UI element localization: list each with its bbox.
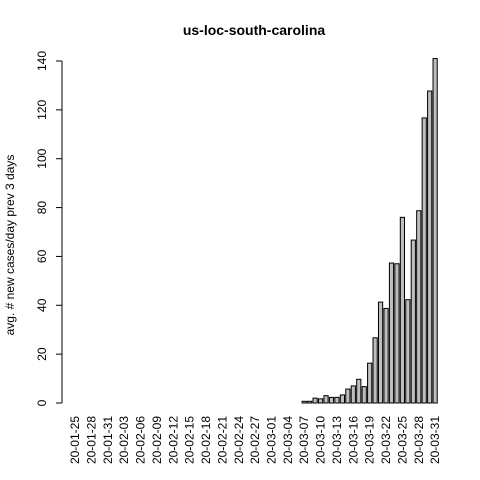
x-tick-label: 20-02-18 xyxy=(199,416,213,464)
bar-20-03-07 xyxy=(301,400,307,404)
bar-20-03-09 xyxy=(312,397,318,404)
bars xyxy=(301,58,438,404)
bar-20-03-31 xyxy=(432,58,438,404)
bar-20-03-10 xyxy=(317,398,324,404)
bar-20-03-22 xyxy=(383,307,389,404)
y-tick-label: 60 xyxy=(35,249,49,263)
y-axis-label: avg. # new cases/day prev 3 days xyxy=(3,155,17,336)
bar-20-03-17 xyxy=(356,378,362,404)
bar-20-03-24 xyxy=(394,263,400,404)
x-tick-label: 20-03-22 xyxy=(379,416,393,464)
x-tick-label: 20-02-27 xyxy=(248,416,262,464)
x-tick-label: 20-03-19 xyxy=(363,416,377,464)
y-tick-label: 100 xyxy=(35,148,49,168)
bar-20-03-14 xyxy=(339,394,345,404)
bar-20-03-29 xyxy=(421,117,427,404)
x-tick-label: 20-02-15 xyxy=(183,416,197,464)
x-tick-label: 20-03-16 xyxy=(346,416,360,464)
bar-20-03-18 xyxy=(361,386,367,404)
x-tick-label: 20-03-13 xyxy=(330,416,344,464)
x-tick-label: 20-03-01 xyxy=(264,416,278,464)
y-tick-label: 140 xyxy=(35,51,49,71)
x-tick-label: 20-02-12 xyxy=(166,416,180,464)
y-tick-label: 80 xyxy=(35,201,49,215)
y-tick-label: 40 xyxy=(35,298,49,312)
y-tick-label: 120 xyxy=(35,100,49,120)
x-tick-label: 20-03-25 xyxy=(395,416,409,464)
bar-20-03-11 xyxy=(323,395,329,404)
bar-20-03-25 xyxy=(399,216,405,404)
bar-20-03-28 xyxy=(416,210,422,404)
y-axis: 0 20 40 60 80 100 120 140 xyxy=(35,51,63,406)
x-tick-label: 20-02-21 xyxy=(215,416,229,464)
x-tick-label: 20-01-31 xyxy=(101,416,115,464)
bar-20-03-27 xyxy=(410,239,416,404)
bar-20-03-13 xyxy=(334,396,340,404)
x-tick-label: 20-02-09 xyxy=(150,416,164,464)
x-tick-label: 20-03-31 xyxy=(428,416,442,464)
x-tick-label: 20-03-10 xyxy=(314,416,328,464)
bar-20-03-19 xyxy=(367,362,373,404)
x-tick-label: 20-01-25 xyxy=(68,416,82,464)
bar-20-03-12 xyxy=(328,396,335,404)
bar-20-03-15 xyxy=(345,388,351,404)
x-tick-label: 20-02-03 xyxy=(117,416,131,464)
bar-20-03-23 xyxy=(388,262,395,404)
x-tick-label: 20-02-06 xyxy=(134,416,148,464)
x-tick-label: 20-03-04 xyxy=(281,416,295,464)
bar-20-03-30 xyxy=(427,90,433,404)
bar-20-03-20 xyxy=(372,337,378,404)
y-tick-label: 20 xyxy=(35,347,49,361)
x-axis: 20-01-25 20-01-28 20-01-31 20-02-03 20-02-06… xyxy=(68,416,442,464)
y-tick-label: 0 xyxy=(35,399,49,406)
bar-20-03-21 xyxy=(377,301,384,404)
bar-20-03-26 xyxy=(405,299,411,404)
x-tick-label: 20-01-28 xyxy=(84,416,98,464)
x-tick-label: 20-03-28 xyxy=(412,416,426,464)
x-tick-label: 20-03-07 xyxy=(297,416,311,464)
chart-title: us-loc-south-carolina xyxy=(183,22,326,38)
bar-20-03-16 xyxy=(350,385,356,404)
bar-20-03-08 xyxy=(307,400,313,404)
x-tick-label: 20-02-24 xyxy=(232,416,246,464)
